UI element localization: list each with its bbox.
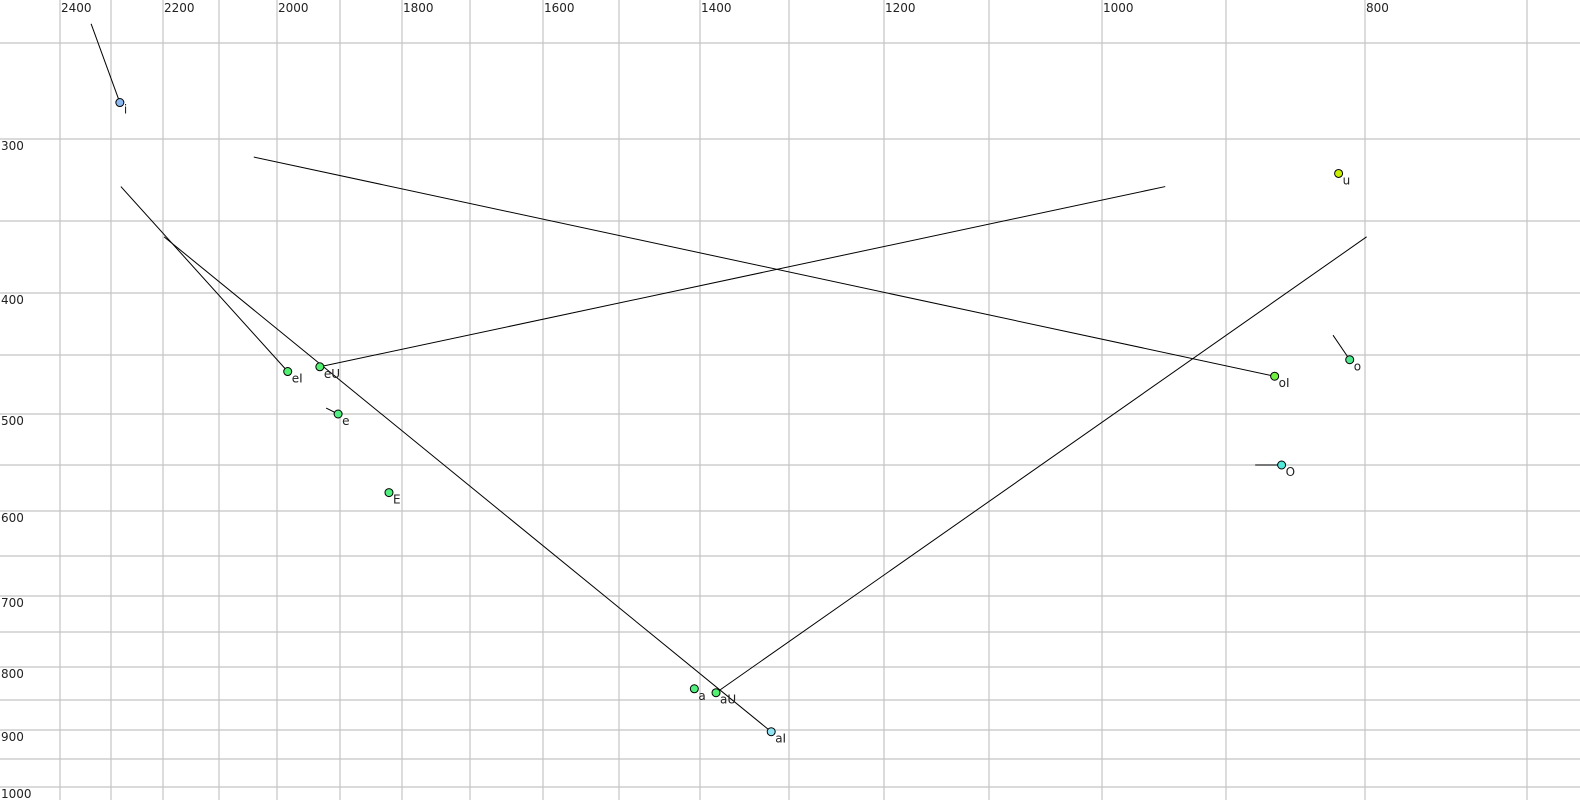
- point-label-i: i: [124, 103, 127, 117]
- x-tick-label: 1400: [701, 1, 732, 15]
- x-tick-label: 1600: [544, 1, 575, 15]
- y-tick-label: 800: [1, 667, 24, 681]
- point-O: [1277, 460, 1287, 470]
- y-tick-label: 400: [1, 293, 24, 307]
- points: i u o oI OeI eU e Ea aU aI: [115, 98, 1361, 746]
- point-label-e: e: [342, 414, 349, 428]
- point-label-a: a: [698, 689, 705, 703]
- y-tick-label: 900: [1, 730, 24, 744]
- point-E: [384, 488, 394, 498]
- y-tick-label: 600: [1, 511, 24, 525]
- point-label-eI: eI: [292, 372, 303, 386]
- point-label-u: u: [1343, 173, 1351, 187]
- point-label-E: E: [393, 493, 401, 507]
- point-label-O: O: [1286, 465, 1295, 479]
- trajectory-eU: [319, 186, 1166, 368]
- point-e: [333, 409, 343, 419]
- trajectory-aU: [715, 236, 1367, 694]
- point-aU: [711, 688, 721, 698]
- x-tick-label: 2200: [164, 1, 195, 15]
- point-u: [1334, 168, 1344, 178]
- trajectory-o: [1332, 334, 1351, 361]
- point-label-aU: aU: [720, 693, 736, 707]
- trajectory-aI: [163, 236, 772, 733]
- x-tick-label: 1200: [885, 1, 916, 15]
- point-eU: [315, 362, 325, 372]
- point-eI: [283, 367, 293, 377]
- point-label-eU: eU: [324, 367, 340, 381]
- point-label-o: o: [1354, 360, 1361, 374]
- y-tick-labels: 300 400 500 600 700 800 900 1000: [1, 139, 32, 800]
- y-tick-label: 700: [1, 596, 24, 610]
- y-tick-label: 300: [1, 139, 24, 153]
- x-tick-label: 2000: [278, 1, 309, 15]
- x-tick-label: 800: [1366, 1, 1389, 15]
- point-label-oI: oI: [1279, 376, 1290, 390]
- trajectory-eI: [120, 186, 289, 372]
- point-a: [689, 684, 699, 694]
- point-label-aI: aI: [775, 732, 786, 746]
- y-tick-label: 500: [1, 414, 24, 428]
- point-o: [1345, 355, 1355, 365]
- x-tick-label: 1000: [1103, 1, 1134, 15]
- trajectory-oI: [253, 156, 1275, 377]
- point-aI: [766, 727, 776, 737]
- x-tick-label: 1800: [403, 1, 434, 15]
- y-tick-label: 1000: [1, 787, 32, 800]
- point-i: [115, 98, 125, 108]
- trajectory-i: [90, 23, 121, 103]
- point-oI: [1270, 371, 1280, 381]
- x-tick-label: 2400: [61, 1, 92, 15]
- trajectories: [90, 23, 1367, 733]
- x-tick-labels: 2400 2200 2000 1800 1600 1400 1200 1000 800: [61, 1, 1389, 15]
